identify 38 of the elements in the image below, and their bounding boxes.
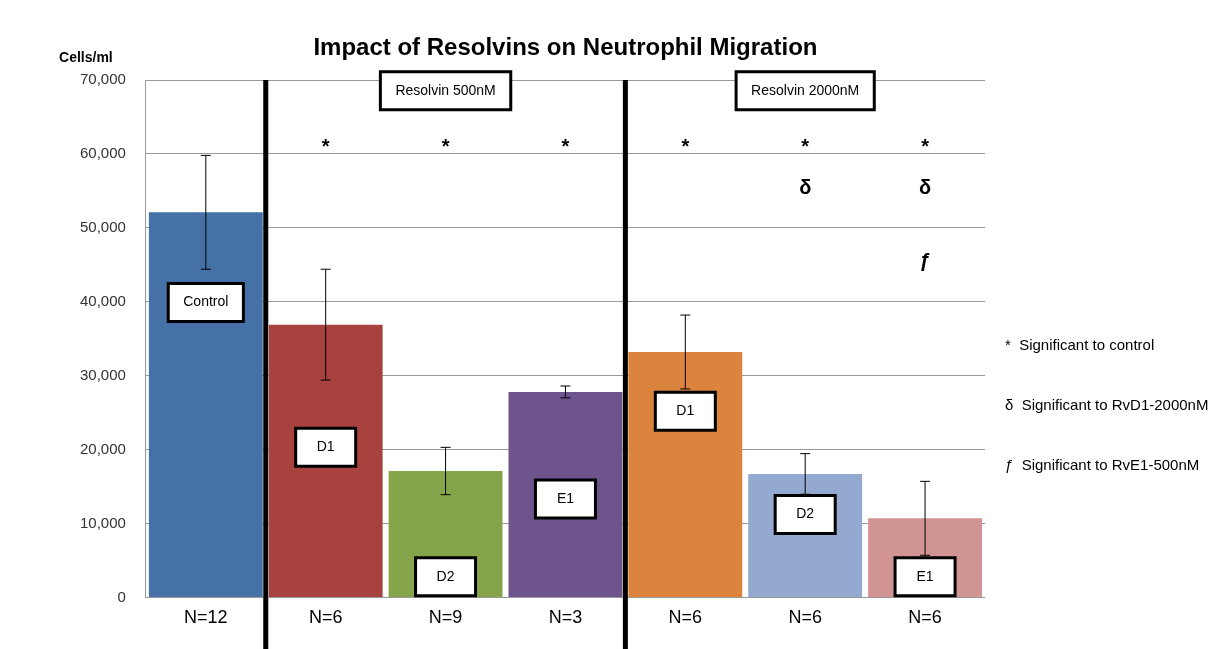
x-tick-label: N=6 xyxy=(308,607,343,628)
annotation: * xyxy=(321,134,330,157)
x-tick-label: N=12 xyxy=(184,607,228,628)
annotation: D1 xyxy=(316,438,335,455)
annotation: D2 xyxy=(436,567,455,584)
y-tick-label: 40,000 xyxy=(79,291,126,309)
annotation: δ xyxy=(918,176,932,199)
annotation: E1 xyxy=(556,489,575,506)
y-axis-title: Cells/ml xyxy=(59,48,113,65)
y-tick-label: 70,000 xyxy=(79,70,126,88)
y-tick-label: 30,000 xyxy=(79,365,126,383)
y-tick-label: 60,000 xyxy=(79,144,126,162)
annotation: E1 xyxy=(916,567,934,584)
chart-title: Impact of Resolvins on Neutrophil Migration xyxy=(313,32,818,60)
x-tick-label: N=6 xyxy=(668,607,703,628)
annotation: * xyxy=(441,134,450,157)
text: * Significant to control xyxy=(1005,336,1155,354)
y-tick-label: 20,000 xyxy=(79,439,126,457)
annotation: ƒ xyxy=(919,248,931,271)
x-tick-label: N=6 xyxy=(788,607,822,628)
x-tick-label: N=3 xyxy=(548,607,583,628)
y-tick-label: 0 xyxy=(117,587,126,605)
annotation: * xyxy=(681,134,690,157)
annotation: Resolvin 2000nM xyxy=(751,81,860,98)
annotation: D1 xyxy=(676,402,695,418)
annotation: * xyxy=(921,134,930,157)
annotation: * xyxy=(801,134,810,157)
text: δ Significant to RvD1-2000nM xyxy=(1005,396,1209,414)
annotation: * xyxy=(561,134,570,157)
text: ƒ Significant to RvE1-500nM xyxy=(1005,456,1200,474)
annotation: D2 xyxy=(796,505,815,522)
annotation: Control xyxy=(183,293,229,310)
annotation: Resolvin 500nM xyxy=(395,81,496,98)
y-tick-label: 10,000 xyxy=(79,513,126,531)
annotation: δ xyxy=(799,176,812,199)
x-tick-label: N=9 xyxy=(428,607,463,628)
x-tick-label: N=6 xyxy=(908,607,942,628)
y-tick-label: 50,000 xyxy=(79,217,126,235)
